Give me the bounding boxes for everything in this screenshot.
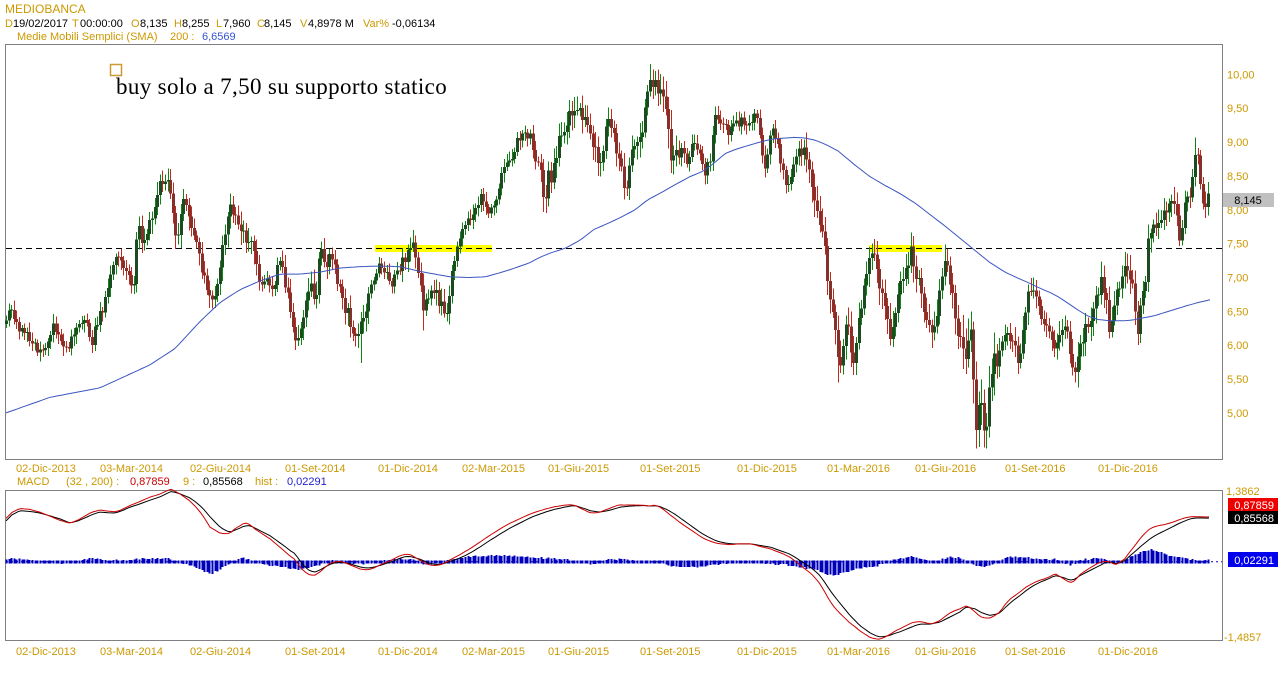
svg-text:Var%: Var% bbox=[363, 18, 389, 30]
svg-text:8,145: 8,145 bbox=[1234, 195, 1262, 207]
svg-text:01-Mar-2016: 01-Mar-2016 bbox=[827, 463, 890, 475]
svg-text:01-Dic-2016: 01-Dic-2016 bbox=[1098, 646, 1158, 658]
svg-text:8,00: 8,00 bbox=[1227, 205, 1248, 217]
svg-text:01-Set-2015: 01-Set-2015 bbox=[640, 646, 701, 658]
svg-text:02-Giu-2014: 02-Giu-2014 bbox=[190, 646, 251, 658]
svg-text:Medie Mobili Semplici (SMA): Medie Mobili Semplici (SMA) bbox=[17, 31, 158, 43]
svg-text:(32 , 200) :: (32 , 200) : bbox=[66, 476, 119, 488]
svg-text:01-Set-2016: 01-Set-2016 bbox=[1005, 463, 1066, 475]
svg-text:-0,06134: -0,06134 bbox=[392, 18, 435, 30]
svg-text:0,02291: 0,02291 bbox=[1234, 555, 1274, 567]
svg-text:01-Dic-2015: 01-Dic-2015 bbox=[737, 646, 797, 658]
svg-text:03-Mar-2014: 03-Mar-2014 bbox=[100, 646, 163, 658]
svg-text:0,85568: 0,85568 bbox=[1234, 513, 1274, 525]
svg-text:MACD: MACD bbox=[17, 476, 49, 488]
svg-text:00:00:00: 00:00:00 bbox=[80, 18, 123, 30]
svg-text:9,50: 9,50 bbox=[1227, 103, 1248, 115]
svg-text:8,255: 8,255 bbox=[182, 18, 210, 30]
svg-text:1,3862: 1,3862 bbox=[1226, 486, 1260, 498]
svg-text:-1,4857: -1,4857 bbox=[1224, 632, 1261, 644]
svg-text:8,135: 8,135 bbox=[140, 18, 168, 30]
svg-text:01-Dic-2014: 01-Dic-2014 bbox=[378, 463, 438, 475]
svg-text:7,960: 7,960 bbox=[223, 18, 251, 30]
svg-text:8,50: 8,50 bbox=[1227, 171, 1248, 183]
svg-text:8,145: 8,145 bbox=[264, 18, 292, 30]
svg-text:02-Mar-2015: 02-Mar-2015 bbox=[462, 463, 525, 475]
svg-text:01-Mar-2016: 01-Mar-2016 bbox=[827, 646, 890, 658]
svg-text:MEDIOBANCA: MEDIOBANCA bbox=[5, 2, 86, 16]
svg-text:01-Giu-2016: 01-Giu-2016 bbox=[915, 646, 976, 658]
svg-text:02-Dic-2013: 02-Dic-2013 bbox=[16, 463, 76, 475]
svg-text:10,00: 10,00 bbox=[1227, 69, 1255, 81]
svg-text:7,50: 7,50 bbox=[1227, 239, 1248, 251]
svg-text:02-Mar-2015: 02-Mar-2015 bbox=[462, 646, 525, 658]
svg-text:hist :: hist : bbox=[255, 476, 278, 488]
svg-text:V: V bbox=[300, 18, 308, 30]
svg-text:9 :: 9 : bbox=[183, 476, 195, 488]
svg-text:6,50: 6,50 bbox=[1227, 306, 1248, 318]
svg-text:01-Giu-2015: 01-Giu-2015 bbox=[548, 646, 609, 658]
svg-text:7,00: 7,00 bbox=[1227, 273, 1248, 285]
svg-text:03-Mar-2014: 03-Mar-2014 bbox=[100, 463, 163, 475]
svg-text:0,02291: 0,02291 bbox=[287, 476, 327, 488]
svg-text:01-Set-2014: 01-Set-2014 bbox=[285, 646, 346, 658]
svg-text:01-Set-2014: 01-Set-2014 bbox=[285, 463, 346, 475]
svg-text:D: D bbox=[5, 18, 13, 30]
svg-text:6,00: 6,00 bbox=[1227, 340, 1248, 352]
svg-text:O: O bbox=[131, 18, 140, 30]
svg-text:6,6569: 6,6569 bbox=[202, 31, 236, 43]
svg-text:01-Giu-2015: 01-Giu-2015 bbox=[548, 463, 609, 475]
svg-text:19/02/2017: 19/02/2017 bbox=[13, 18, 68, 30]
svg-text:9,00: 9,00 bbox=[1227, 137, 1248, 149]
svg-text:0,85568: 0,85568 bbox=[203, 476, 243, 488]
svg-text:02-Giu-2014: 02-Giu-2014 bbox=[190, 463, 251, 475]
svg-text:5,50: 5,50 bbox=[1227, 374, 1248, 386]
svg-text:0,87859: 0,87859 bbox=[130, 476, 170, 488]
svg-text:L: L bbox=[216, 18, 222, 30]
svg-text:01-Set-2015: 01-Set-2015 bbox=[640, 463, 701, 475]
svg-text:4,8978 M: 4,8978 M bbox=[308, 18, 354, 30]
svg-text:H: H bbox=[174, 18, 182, 30]
svg-text:02-Dic-2013: 02-Dic-2013 bbox=[16, 646, 76, 658]
svg-text:01-Dic-2015: 01-Dic-2015 bbox=[737, 463, 797, 475]
svg-text:01-Set-2016: 01-Set-2016 bbox=[1005, 646, 1066, 658]
svg-text:200 :: 200 : bbox=[170, 31, 194, 43]
svg-text:0,87859: 0,87859 bbox=[1234, 500, 1274, 512]
svg-text:C: C bbox=[257, 18, 265, 30]
svg-text:buy solo a 7,50 su supporto st: buy solo a 7,50 su supporto statico bbox=[116, 74, 447, 99]
svg-text:01-Dic-2014: 01-Dic-2014 bbox=[378, 646, 438, 658]
svg-text:01-Dic-2016: 01-Dic-2016 bbox=[1098, 463, 1158, 475]
svg-text:T: T bbox=[72, 18, 79, 30]
svg-text:01-Giu-2016: 01-Giu-2016 bbox=[915, 463, 976, 475]
svg-text:5,00: 5,00 bbox=[1227, 408, 1248, 420]
